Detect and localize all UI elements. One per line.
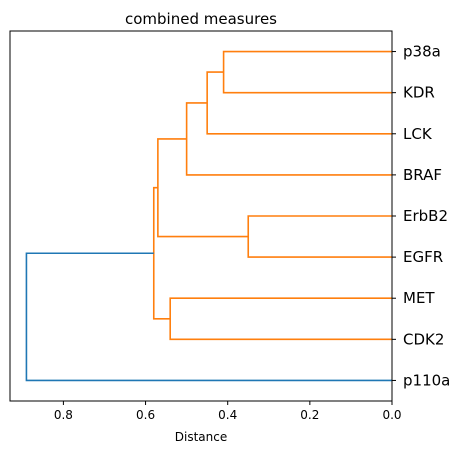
x-axis-label: Distance bbox=[175, 430, 227, 444]
dendrogram-link-m5 bbox=[157, 138, 249, 238]
leaf-label-egfr: EGFR bbox=[403, 248, 443, 266]
dendrogram-links bbox=[25, 50, 392, 382]
leaf-label-met: MET bbox=[403, 289, 435, 307]
leaf-label-braf: BRAF bbox=[403, 166, 442, 184]
x-tick-label: 0.0 bbox=[382, 408, 401, 422]
leaf-label-p38a: p38a bbox=[403, 43, 441, 61]
x-axis-ticks: 0.8 0.6 0.4 0.2 0.0 bbox=[54, 401, 402, 422]
leaf-label-kdr: KDR bbox=[403, 84, 435, 102]
dendrogram-link-m3 bbox=[185, 102, 392, 176]
x-tick-label: 0.6 bbox=[136, 408, 155, 422]
leaf-label-lck: LCK bbox=[403, 125, 433, 143]
leaf-labels: p38a KDR LCK BRAF ErbB2 EGFR MET CDK2 p110a bbox=[392, 43, 450, 389]
x-tick-label: 0.8 bbox=[54, 408, 73, 422]
dendrogram-link-m8 bbox=[25, 252, 392, 382]
dendrogram-link-m1 bbox=[222, 50, 392, 94]
chart-title: combined measures bbox=[125, 10, 277, 28]
dendrogram-link-m7 bbox=[152, 186, 171, 320]
dendrogram-link-m2 bbox=[206, 71, 392, 135]
x-tick-label: 0.2 bbox=[300, 408, 319, 422]
x-tick-label: 0.4 bbox=[218, 408, 237, 422]
leaf-label-p110a: p110a bbox=[403, 371, 450, 389]
dendrogram-link-m6 bbox=[169, 297, 392, 341]
leaf-label-cdk2: CDK2 bbox=[403, 330, 444, 348]
leaf-label-erbb2: ErbB2 bbox=[403, 207, 448, 225]
dendrogram-link-m4 bbox=[247, 215, 392, 258]
